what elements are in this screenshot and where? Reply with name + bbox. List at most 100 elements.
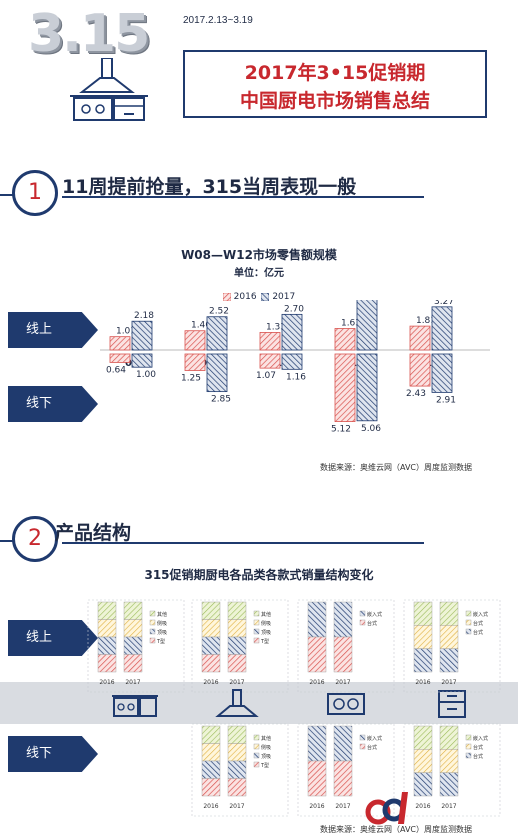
- mini-bar-segment: [439, 725, 459, 750]
- mini-legend-label: 顶吸: [157, 630, 167, 636]
- mini-year-label: 2016: [309, 679, 324, 686]
- bar-online-2017: [431, 306, 453, 351]
- mini-legend-swatch: [149, 637, 156, 644]
- structure-label-offline: 线下: [8, 736, 98, 772]
- value-label-online: 1.01: [116, 327, 136, 337]
- section2-title: 产品结构: [55, 522, 132, 544]
- title-line2: 中国厨电市场销售总结: [239, 90, 430, 112]
- mini-panel-frame: [403, 599, 501, 693]
- mini-legend-swatch: [465, 734, 472, 741]
- mini-legend-label: 台式: [473, 620, 483, 627]
- watermark-logo: [365, 792, 408, 825]
- gas-cooktop-icon: [327, 693, 365, 715]
- mini-bar-segment: [123, 601, 143, 620]
- mini-legend-label: T型: [260, 762, 269, 769]
- value-label-online: 1.81: [416, 316, 436, 326]
- disinfection-cabinet-icon: [438, 690, 466, 718]
- bar-offline-2016: [334, 353, 356, 422]
- section2-source: 数据来源：奥维云网（AVC）周度监测数据: [320, 825, 473, 834]
- mini-legend-label: 其他: [261, 735, 271, 742]
- mini-year-label: 2017: [335, 803, 350, 810]
- mini-year-label: 2017: [441, 679, 456, 686]
- mini-bar-segment: [227, 636, 247, 655]
- mini-bar-segment: [227, 601, 247, 620]
- mini-legend-swatch: [359, 619, 366, 626]
- value-label-online: 1.63: [341, 318, 361, 328]
- section1-source: 数据来源：奥维云网（AVC）周度监测数据: [320, 463, 473, 472]
- chart-legend: 2016 2017: [0, 292, 518, 302]
- mini-panel-frame: [403, 723, 501, 817]
- mini-bar-segment: [439, 601, 459, 626]
- range-hood-icon: [215, 689, 259, 717]
- bar-online-2017: [206, 316, 228, 351]
- mini-year-label: 2016: [415, 679, 430, 686]
- mini-bar-segment: [439, 772, 459, 797]
- mini-bar-segment: [413, 625, 433, 649]
- mini-bar-segment: [439, 625, 459, 649]
- mini-legend-swatch: [253, 734, 260, 741]
- mini-bar-segment: [307, 636, 327, 673]
- mini-year-label: 2017: [125, 679, 140, 686]
- mini-bar-segment: [97, 601, 117, 620]
- mini-bar-segment: [227, 619, 247, 638]
- bar-online-2017: [131, 320, 153, 351]
- value-label-online: 2.70: [284, 304, 304, 314]
- channel-label-offline: 线下: [8, 386, 98, 422]
- mini-bar-segment: [413, 749, 433, 773]
- mini-bar-segment: [413, 772, 433, 797]
- value-label-online: 2.52: [209, 307, 229, 317]
- bar-offline-2017: [431, 353, 453, 393]
- mini-bar-segment: [333, 725, 353, 762]
- value-label-offline: 1.25: [181, 374, 201, 384]
- mini-bar-segment: [201, 654, 221, 673]
- section1-title: 11周提前抢量，315当周表现一般: [62, 176, 357, 198]
- mini-bar-segment: [413, 601, 433, 626]
- structure-label-online: 线上: [8, 620, 98, 656]
- logo-315: 3.15: [28, 4, 150, 64]
- mini-bar-segment: [97, 619, 117, 638]
- title-box: 2017年3•15促销期 中国厨电市场销售总结: [183, 50, 487, 118]
- mini-year-label: 2016: [203, 679, 218, 686]
- combo-stove-icon: [112, 695, 158, 717]
- mini-legend-swatch: [253, 628, 260, 635]
- value-label-online: 1.46: [191, 321, 211, 331]
- mini-bar-segment: [123, 636, 143, 655]
- mini-bar-segment: [97, 636, 117, 655]
- bar-online-2016: [334, 328, 356, 351]
- mini-legend-label: 嵌入式: [473, 611, 488, 618]
- mini-legend-swatch: [465, 610, 472, 617]
- section2-rule: [62, 542, 424, 544]
- mini-bar-segment: [227, 760, 247, 779]
- bar-offline-2017: [356, 353, 378, 422]
- mini-bar-segment: [439, 648, 459, 673]
- value-label-offline: 2.85: [211, 395, 231, 405]
- chart-title: W08—W12市场零售额规模: [181, 248, 337, 262]
- mini-bar-segment: [201, 778, 221, 797]
- mini-legend-swatch: [465, 619, 472, 626]
- section2-badge: 2: [12, 516, 58, 562]
- mini-legend-swatch: [253, 752, 260, 759]
- channel-label-online: 线上: [8, 312, 98, 348]
- value-label-offline: 1.00: [136, 370, 156, 380]
- bar-offline-2017: [131, 353, 153, 368]
- mini-legend-swatch: [465, 743, 472, 750]
- mini-legend-label: 其他: [261, 611, 271, 618]
- value-label-offline: 1.16: [286, 372, 306, 382]
- mini-bar-segment: [201, 619, 221, 638]
- value-label-offline: 1.07: [256, 371, 276, 381]
- mini-legend-swatch: [359, 610, 366, 617]
- bar-online-2017: [356, 300, 378, 351]
- section1-badge: 1: [12, 170, 58, 216]
- mini-legend-swatch: [253, 743, 260, 750]
- mini-legend-label: T型: [260, 638, 269, 645]
- mini-bar-segment: [97, 654, 117, 673]
- mini-legend-label: 嵌入式: [367, 611, 382, 618]
- value-label-offline: 5.06: [361, 424, 381, 434]
- mini-year-label: 2016: [309, 803, 324, 810]
- mini-bar-segment: [413, 648, 433, 673]
- value-label-offline: 0.64: [106, 365, 126, 375]
- mini-bar-segment: [201, 743, 221, 762]
- mini-year-label: 2016: [415, 803, 430, 810]
- bar-offline-2016: [259, 353, 281, 369]
- section1-rule: [62, 196, 424, 198]
